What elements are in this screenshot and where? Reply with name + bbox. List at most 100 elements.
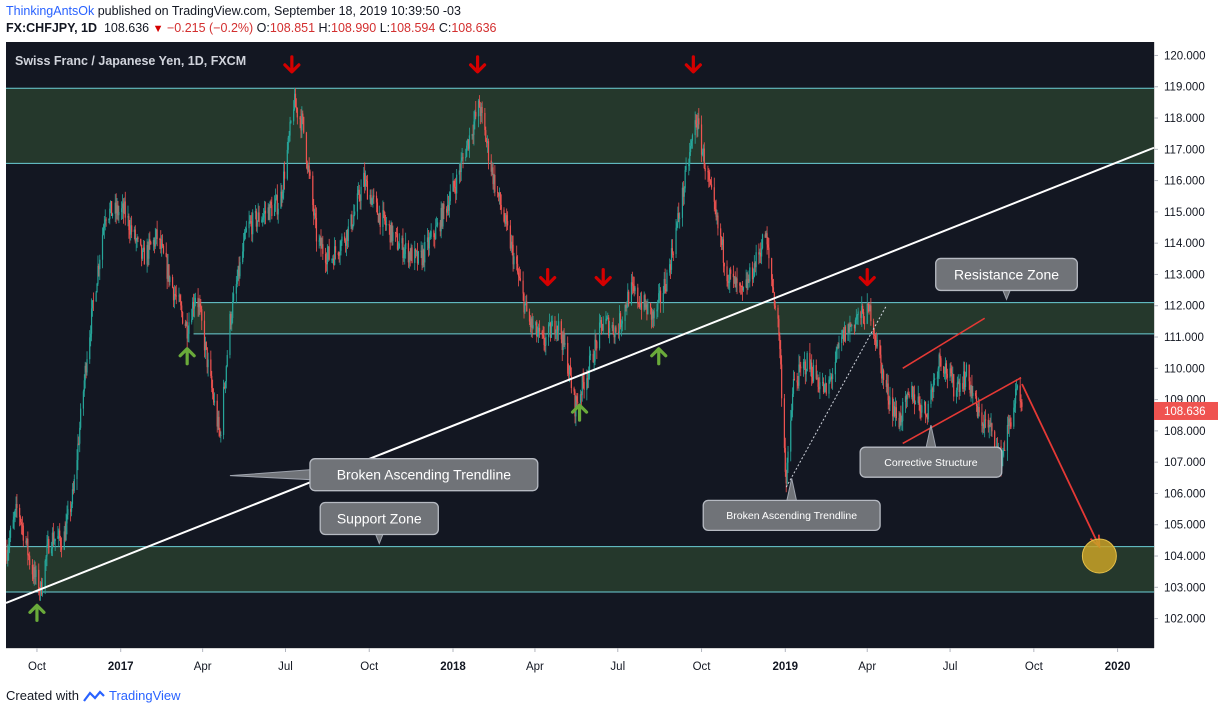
candle-body (945, 363, 948, 374)
y-tick-label: 104.000 (1164, 551, 1206, 563)
candle-body (395, 232, 397, 234)
candle-body (182, 311, 184, 324)
candle-body (511, 241, 513, 245)
candle-body (734, 276, 736, 288)
tradingview-link[interactable]: TradingView (108, 688, 181, 703)
candle-body (619, 313, 621, 333)
candle-body (193, 303, 196, 309)
candle-body (612, 324, 614, 334)
candle-body (842, 330, 844, 337)
candle-body (581, 375, 583, 395)
candle-body (783, 398, 785, 448)
candle-body (851, 324, 853, 327)
candle-body (192, 301, 195, 309)
candle-body (66, 514, 68, 524)
candle-body (135, 240, 137, 242)
candle-body (313, 204, 315, 216)
candle-body (217, 416, 219, 427)
candle-body (723, 262, 725, 267)
candle-body (740, 285, 743, 287)
candle-body (568, 365, 571, 374)
y-tick-label: 103.000 (1164, 582, 1206, 594)
ascending-trendline (6, 146, 1155, 604)
candle-body (410, 247, 412, 260)
candle-body (981, 412, 983, 426)
candle-body (691, 135, 694, 141)
candle-body (263, 214, 265, 218)
candle-body (20, 522, 23, 525)
candle-body (787, 451, 789, 463)
candle-body (194, 297, 196, 304)
candle-body (35, 569, 37, 577)
candle-body (525, 301, 527, 304)
candle-body (248, 221, 250, 229)
candle-body (568, 373, 570, 375)
x-tick-label: Apr (194, 661, 212, 673)
candle-body (713, 187, 715, 202)
author-link[interactable]: ThinkingAntsOk (6, 4, 95, 18)
candle-body (963, 371, 965, 389)
candle-body (105, 219, 107, 221)
candle-body (136, 237, 138, 241)
candle-body (334, 246, 337, 253)
candle-body (1009, 418, 1011, 423)
y-tick-label: 110.000 (1164, 363, 1205, 375)
candle-body (599, 319, 602, 323)
candle-body (754, 263, 756, 268)
candle-body (601, 324, 603, 331)
candle-body (27, 538, 29, 556)
candle-body (990, 423, 992, 426)
candle-body (926, 416, 928, 420)
candle-body (229, 313, 231, 356)
candle-body (280, 191, 282, 209)
candle-body (957, 381, 959, 383)
price-chart[interactable]: Resistance Zone Broken Ascending Trendlin… (6, 42, 1218, 682)
candle-body (809, 353, 811, 370)
candle-body (141, 250, 144, 259)
candle-body (104, 219, 106, 225)
candle-body (475, 111, 477, 117)
candle-body (319, 237, 321, 241)
candle-body (154, 236, 156, 247)
candle-body (395, 232, 398, 234)
candle-body (121, 208, 123, 212)
close-label: C: (438, 21, 452, 35)
candle-body (772, 287, 775, 293)
candle-body (249, 221, 251, 223)
candle-body (832, 374, 834, 380)
candles-group (6, 87, 1023, 601)
candle-body (218, 416, 220, 430)
candle-body (923, 401, 926, 406)
candle-body (33, 567, 35, 579)
candle-body (326, 253, 328, 265)
candle-body (930, 389, 932, 404)
candle-body (503, 209, 505, 222)
candle-body (749, 267, 751, 282)
candle-body (662, 293, 664, 303)
candle-body (853, 324, 856, 329)
candle-body (621, 320, 623, 324)
candle-body (850, 324, 852, 327)
candle-body (1014, 403, 1016, 408)
candle-body (564, 342, 566, 345)
candle-body (286, 149, 288, 179)
candle-body (146, 245, 148, 265)
candle-body (250, 221, 252, 223)
candle-body (239, 262, 241, 277)
candle-body (849, 324, 851, 332)
candle-body (29, 555, 31, 565)
candle-body (78, 443, 80, 445)
symbol-label: FX:CHFJPY, 1D (6, 21, 97, 35)
candle-body (46, 544, 48, 557)
callout-label: Support Zone (337, 510, 422, 526)
candle-body (669, 264, 672, 270)
up-arrow-icon (178, 347, 196, 366)
candle-body (306, 162, 308, 170)
candle-body (679, 217, 681, 219)
candle-body (340, 241, 342, 251)
candle-body (378, 213, 380, 223)
candle-body (95, 292, 97, 302)
candle-body (567, 342, 569, 374)
candle-body (861, 305, 863, 318)
candle-body (771, 279, 774, 288)
